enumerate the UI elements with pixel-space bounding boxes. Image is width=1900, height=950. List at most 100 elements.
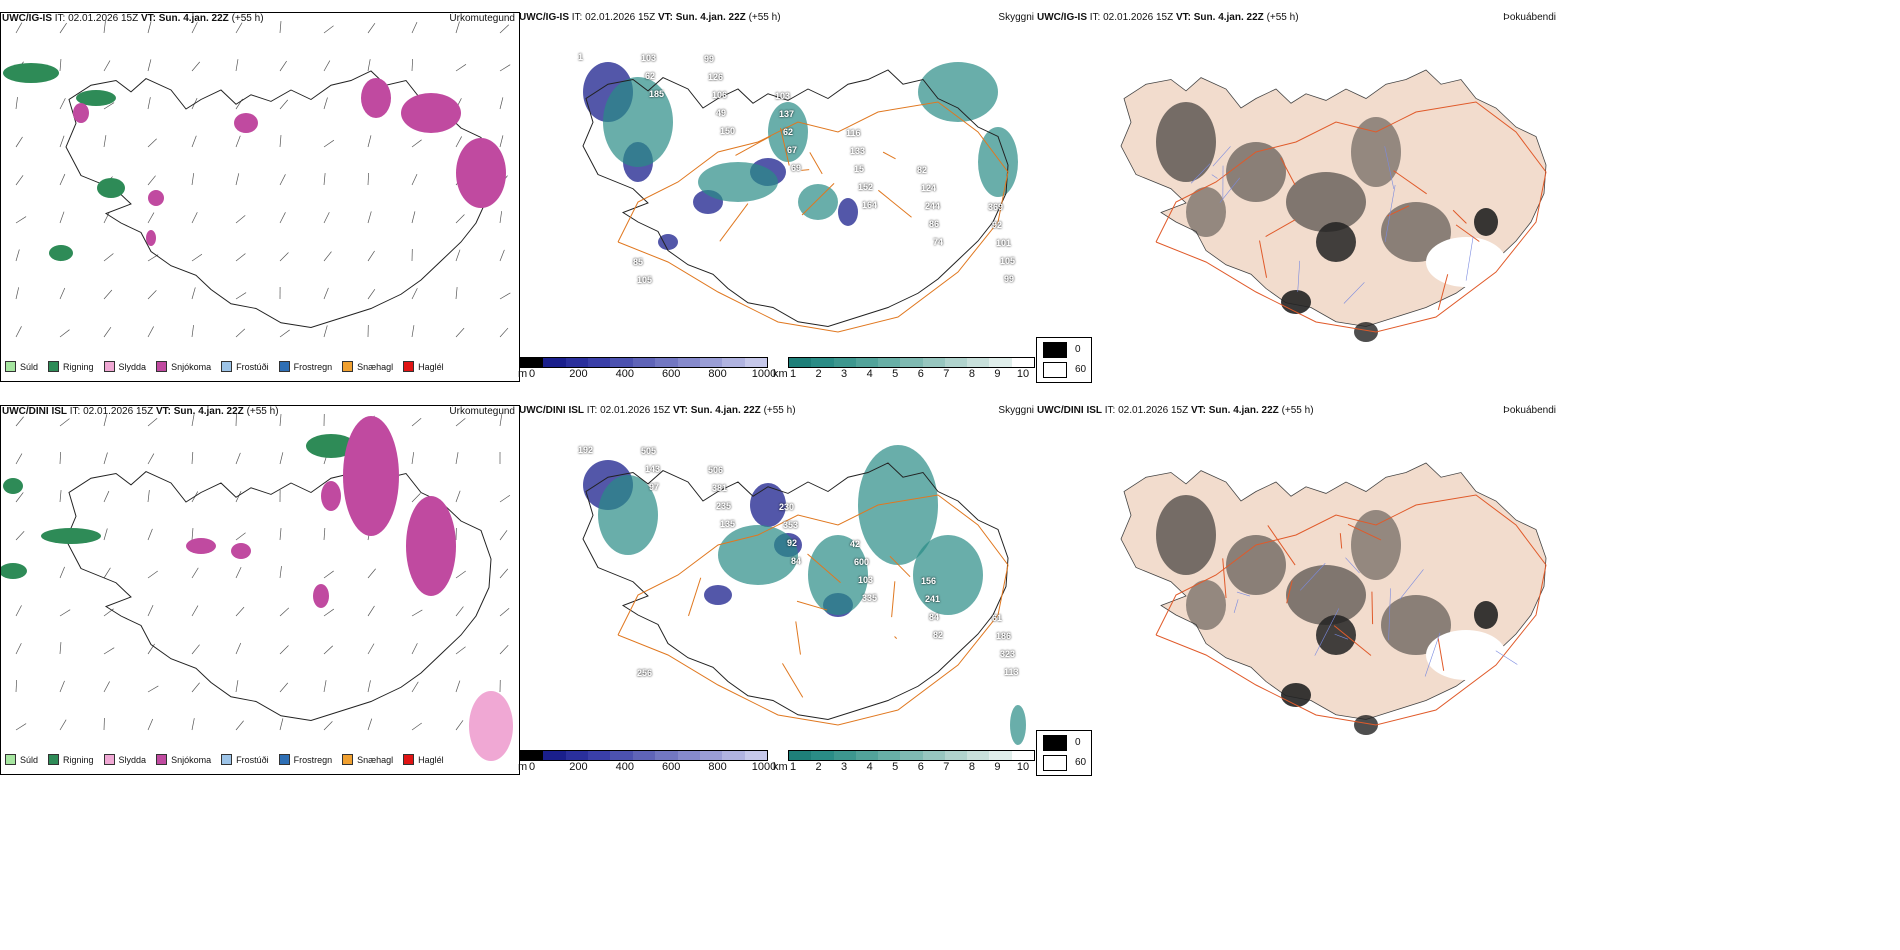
wind-barb: [499, 211, 502, 224]
fog-area: [1474, 601, 1498, 629]
precip-type-panel-bottom: UWC/DINI ISL IT: 02.01.2026 15Z VT: Sun.…: [0, 405, 520, 775]
ring-road: [617, 101, 1009, 333]
wind-barb: [191, 287, 196, 300]
road: [1347, 523, 1382, 541]
wind-barb: [367, 605, 375, 617]
km-tick-label: 10: [1016, 368, 1030, 380]
wind-barb: [191, 605, 199, 617]
wind-barb: [103, 528, 108, 541]
wind-barb: [411, 722, 422, 731]
low-ceiling-area: [658, 234, 678, 250]
km-unit-label: km: [773, 761, 788, 773]
m-tick-label: 1000: [751, 368, 777, 380]
river: [1384, 184, 1396, 242]
m-tick-label: 800: [708, 368, 727, 380]
legend-item: Snæhagl: [342, 361, 393, 372]
wind-barb: [103, 490, 110, 503]
precip-area: [146, 230, 156, 246]
river: [1495, 650, 1518, 665]
m-tick-label: 200: [569, 761, 588, 773]
km-tick-label: 7: [943, 761, 950, 773]
wind-barb: [15, 22, 23, 34]
ceiling-value-label: 103: [641, 53, 657, 63]
fog-area: [1286, 565, 1366, 625]
ceiling-value-label: 42: [850, 539, 861, 549]
visibility-panel-bottom: UWC/DINI ISL IT: 02.01.2026 15Z VT: Sun.…: [518, 405, 1036, 773]
wind-barb: [323, 608, 335, 617]
wind-barb: [59, 566, 65, 579]
ceiling-value-label: 99: [704, 54, 715, 64]
panel-name: Þokuábendi: [1503, 405, 1556, 416]
wind-barb: [499, 645, 509, 655]
legend-item: Snjókoma: [156, 361, 211, 372]
panel-name: Skyggni: [998, 12, 1034, 23]
ceiling-value-label: 106: [712, 90, 728, 100]
legend-item: Haglél: [403, 361, 444, 372]
fog-area: [1156, 495, 1216, 575]
wind-barb: [279, 718, 284, 731]
wind-barb: [235, 680, 239, 693]
precip-area: [73, 103, 89, 123]
km-tick-label: 4: [866, 761, 873, 773]
legend-swatch: [48, 361, 60, 372]
wind-barb: [411, 288, 418, 300]
wind-barb: [279, 174, 286, 186]
river: [1424, 632, 1441, 677]
road: [796, 600, 828, 611]
wind-barb: [59, 173, 66, 186]
ceiling-value-label: 1: [578, 52, 584, 62]
fog-area: [1351, 510, 1401, 580]
road: [1280, 157, 1296, 186]
wind-barb: [147, 175, 156, 186]
wind-barb: [455, 646, 466, 655]
ceiling-value-label: 164: [862, 200, 878, 210]
wind-barb: [367, 288, 376, 300]
wind-barb: [15, 249, 20, 262]
wind-barb: [455, 570, 466, 579]
road: [782, 663, 804, 698]
ceiling-value-label: 103: [775, 91, 791, 101]
wind-barb: [147, 21, 152, 34]
wind-barb: [103, 102, 115, 110]
wind-barb: [147, 528, 153, 541]
wind-barb: [15, 287, 20, 300]
legend-swatch: [221, 754, 233, 765]
wind-barb: [323, 680, 327, 693]
km-tick-label: 3: [841, 368, 848, 380]
wind-barb: [279, 528, 282, 541]
wind-barb: [367, 211, 372, 224]
m-unit-label: m: [518, 761, 528, 773]
visibility-map-bottom: [582, 445, 1026, 745]
road: [1455, 224, 1480, 242]
wind-barb: [323, 570, 334, 579]
precip-areas: [3, 63, 506, 261]
fog-label-60: 60: [1075, 364, 1087, 375]
wind-barb: [147, 570, 158, 579]
wind-barb: [411, 493, 421, 503]
m-tick-label: 400: [615, 761, 634, 773]
wind-barb: [411, 643, 418, 655]
panel-title: UWC/DINI ISL IT: 02.01.2026 15Z VT: Sun.…: [519, 405, 796, 416]
wind-barb: [147, 290, 157, 300]
road: [878, 189, 912, 218]
legend-swatch: [103, 754, 115, 765]
m-tick-label: 0: [528, 368, 536, 380]
road: [801, 183, 835, 216]
precip-area: [401, 93, 461, 133]
wind-barb: [15, 326, 22, 338]
fog-swatch-0: [1043, 735, 1067, 751]
wind-barb: [279, 212, 286, 224]
panel-name: Skyggni: [998, 405, 1034, 416]
road: [1333, 625, 1372, 656]
fog-area: [1186, 580, 1226, 630]
precip-legend: Súld Rigning Slydda Snjókoma Frostúði Frostre…: [5, 361, 444, 372]
colorbar: [788, 750, 1035, 761]
fog-area: [1281, 683, 1311, 707]
ceiling-value-label: 506: [708, 465, 724, 475]
wind-barb: [59, 59, 62, 72]
wind-barb: [367, 59, 371, 72]
river: [1343, 282, 1365, 304]
ceiling-value-label: 600: [854, 557, 870, 567]
ceiling-value-label: 143: [645, 464, 661, 474]
ceiling-value-label: 335: [862, 593, 878, 603]
